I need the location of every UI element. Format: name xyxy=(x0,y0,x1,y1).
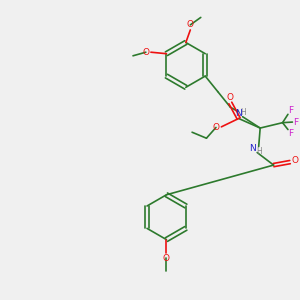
Text: O: O xyxy=(187,20,194,29)
Text: H: H xyxy=(256,147,262,156)
Text: F: F xyxy=(293,118,298,127)
Text: O: O xyxy=(142,48,149,57)
Text: F: F xyxy=(288,106,293,115)
Text: N: N xyxy=(235,109,242,118)
Text: O: O xyxy=(227,93,234,102)
Text: H: H xyxy=(240,108,246,117)
Text: O: O xyxy=(163,254,170,262)
Text: O: O xyxy=(212,123,220,132)
Text: N: N xyxy=(249,145,256,154)
Text: F: F xyxy=(288,129,293,138)
Text: O: O xyxy=(292,156,299,165)
